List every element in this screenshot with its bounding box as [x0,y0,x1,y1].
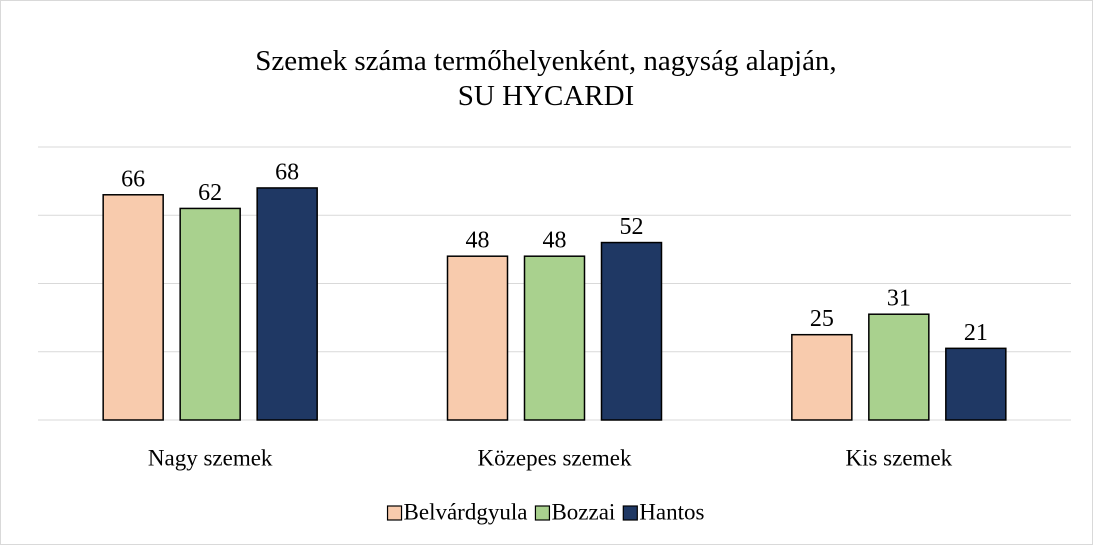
legend-label: Belvárdgyula [404,499,528,524]
data-label: 68 [275,159,299,185]
legend-swatch [386,505,403,521]
bar [446,255,509,421]
data-label: 21 [964,320,988,346]
data-label: 31 [887,286,911,312]
legend-swatch [622,505,638,521]
chart-title: Szemek száma termőhelyenként, nagyság al… [255,45,837,112]
bar [523,255,586,421]
data-label: 48 [466,228,490,254]
legend-swatch [534,505,551,521]
bar [179,207,241,421]
bar [791,333,853,421]
data-label: 25 [810,306,834,332]
x-tick-label: Közepes szemek [478,445,632,470]
data-label: 62 [198,180,222,206]
legend-label: Bozzai [551,499,615,524]
bar [102,194,164,421]
bar [256,187,318,421]
data-label: 52 [620,214,644,240]
legend-label: Hantos [639,499,704,524]
data-label: 66 [121,166,145,192]
bar [868,313,930,421]
bar [945,347,1007,421]
x-tick-label: Nagy szemek [148,445,273,470]
bar [600,241,663,421]
data-label: 48 [543,228,567,254]
x-tick-label: Kis szemek [845,445,952,470]
